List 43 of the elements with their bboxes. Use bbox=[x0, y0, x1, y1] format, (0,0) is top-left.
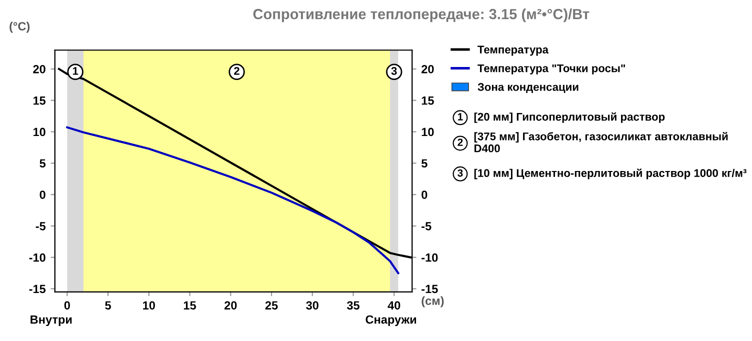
y-tick-label: 5 bbox=[40, 159, 46, 168]
text: Снаружи bbox=[366, 315, 416, 326]
x-tick-label: 30 bbox=[306, 301, 318, 310]
x-tick-label: 0 bbox=[64, 301, 70, 310]
x-tick-label: 20 bbox=[224, 301, 237, 310]
x-tick-label: 35 bbox=[346, 301, 360, 310]
y2-tick-label: 0 bbox=[422, 190, 428, 199]
y2-tick-label: -5 bbox=[422, 222, 432, 230]
text: (°C) bbox=[10, 22, 30, 33]
legend-label: Зона конденсации bbox=[478, 83, 578, 94]
text: [375 мм] Газобетон, газосиликат автоклавный D400 bbox=[474, 132, 728, 152]
text: 2 bbox=[458, 138, 463, 146]
y-tick-label: 10 bbox=[33, 128, 46, 136]
y-tick-label: 20 bbox=[33, 65, 46, 74]
x-tick-label: 40 bbox=[388, 301, 400, 310]
x-tick-label: 15 bbox=[184, 301, 196, 310]
band-label: 1 bbox=[72, 67, 78, 75]
text: [10 мм] Цементно-перлитовый раствор 1000 кг/м³ bbox=[474, 168, 746, 180]
x-tick-label: 25 bbox=[265, 301, 278, 310]
chart-title: Сопротивление теплопередаче: 3.15 (м²•°C)/Вт bbox=[253, 8, 590, 22]
y2-tick-label: 10 bbox=[422, 128, 434, 136]
text: [20 мм] Гипсоперлитовый раствор bbox=[474, 112, 665, 123]
text: 1 bbox=[458, 113, 463, 120]
y2-tick-label: 15 bbox=[422, 96, 434, 105]
y-tick-label: -5 bbox=[36, 222, 46, 230]
y-tick-label: 0 bbox=[40, 190, 46, 199]
band-label: 2 bbox=[234, 67, 240, 75]
x-tick-label: 5 bbox=[105, 301, 111, 310]
line-series bbox=[66, 126, 400, 274]
legend-label: Температура bbox=[478, 46, 549, 56]
y2-tick-label: -15 bbox=[422, 284, 438, 294]
y-tick-label: -10 bbox=[29, 253, 46, 262]
band-label: 3 bbox=[391, 67, 397, 75]
y2-tick-label: -10 bbox=[422, 253, 438, 262]
y-tick-label: -15 bbox=[29, 284, 46, 294]
text: 3 bbox=[458, 169, 463, 177]
x-tick-label: 10 bbox=[143, 301, 155, 310]
text: (см) bbox=[422, 296, 444, 308]
y2-tick-label: 5 bbox=[421, 159, 428, 168]
y2-tick-label: 20 bbox=[422, 65, 434, 74]
text: Внутри bbox=[30, 315, 72, 326]
legend-label: Температура "Точки росы" bbox=[478, 64, 625, 74]
y-tick-label: 15 bbox=[33, 96, 46, 105]
